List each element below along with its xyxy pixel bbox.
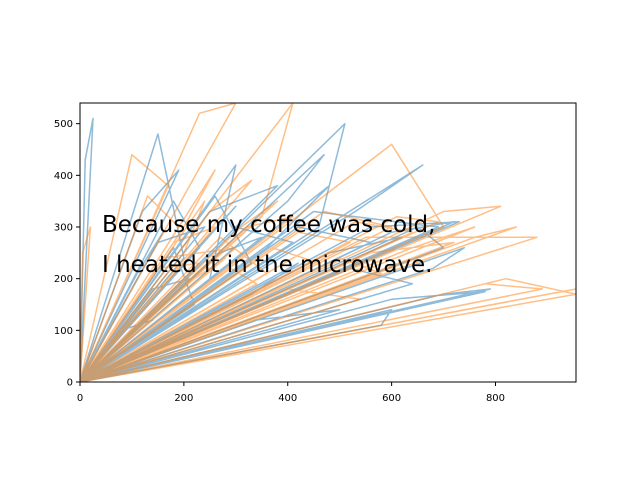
series-line-1 [80,117,492,382]
y-tick-label: 100 [54,326,73,337]
x-tick-label: 0 [77,393,83,404]
y-tick-label: 300 [54,223,73,234]
y-tick-label: 400 [54,171,73,182]
series-layer [80,103,576,382]
y-tick-label: 200 [54,274,73,285]
y-tick-label: 0 [67,378,73,389]
plot-frame [79,102,577,383]
x-tick-label: 200 [174,393,193,404]
x-tick-label: 800 [486,393,505,404]
series-line-2 [80,103,576,382]
x-tick-label: 400 [278,393,297,404]
y-tick-label: 500 [54,119,73,130]
annotation-line-2: I heated it in the microwave. [102,252,433,278]
annotation-line-1: Because my coffee was cold, [102,212,435,238]
y-axis: 0 100 200 300 400 500 [54,119,80,389]
x-axis: 0 200 400 600 800 [77,382,505,404]
x-tick-label: 600 [382,393,401,404]
